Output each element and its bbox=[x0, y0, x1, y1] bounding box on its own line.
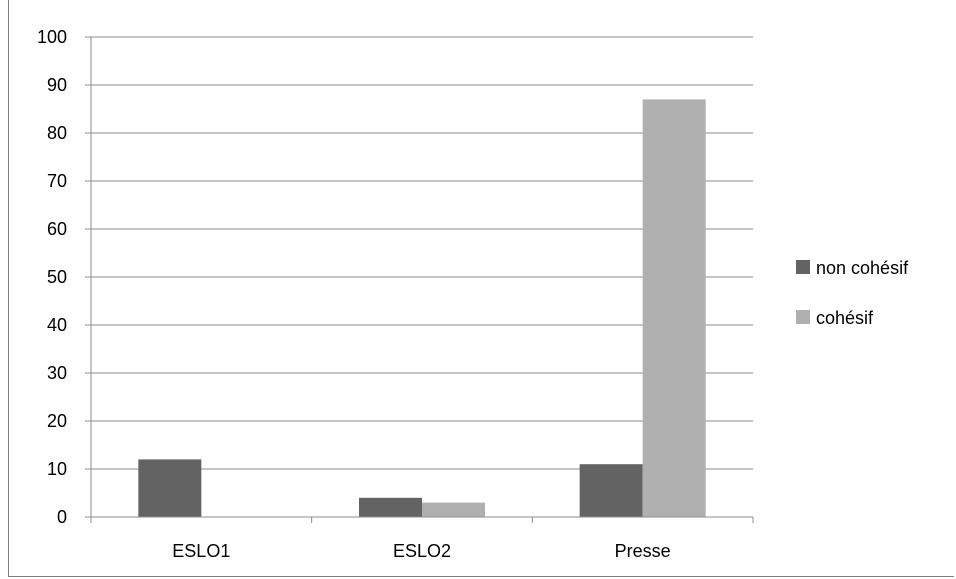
legend-label: cohésif bbox=[816, 308, 874, 328]
bar bbox=[579, 464, 643, 517]
y-tick-label: 40 bbox=[47, 315, 67, 335]
x-category-label: ESLO2 bbox=[393, 541, 451, 561]
y-tick-label: 0 bbox=[57, 507, 67, 527]
y-tick-label: 70 bbox=[47, 171, 67, 191]
legend: non cohésif cohésif bbox=[796, 258, 909, 328]
x-axis: ESLO1 ESLO2 Presse bbox=[90, 516, 754, 561]
y-tick-label: 30 bbox=[47, 363, 67, 383]
y-tick-label: 60 bbox=[47, 219, 67, 239]
bar bbox=[642, 99, 706, 518]
legend-swatch bbox=[796, 310, 810, 324]
x-category-label: Presse bbox=[615, 541, 671, 561]
bars bbox=[138, 99, 706, 518]
chart-frame bbox=[8, 0, 954, 577]
y-axis: 0 10 20 30 40 50 60 70 80 90 100 bbox=[37, 27, 92, 527]
y-tick-label: 10 bbox=[47, 459, 67, 479]
legend-label: non cohésif bbox=[816, 258, 909, 278]
y-tick-label: 80 bbox=[47, 123, 67, 143]
y-tick-label: 90 bbox=[47, 75, 67, 95]
bar bbox=[422, 502, 485, 517]
y-tick-label: 100 bbox=[37, 27, 67, 47]
x-category-label: ESLO1 bbox=[172, 541, 230, 561]
y-tick-label: 50 bbox=[47, 267, 67, 287]
bar bbox=[138, 459, 202, 517]
legend-swatch bbox=[796, 260, 810, 274]
bar bbox=[359, 497, 422, 517]
y-tick-label: 20 bbox=[47, 411, 67, 431]
